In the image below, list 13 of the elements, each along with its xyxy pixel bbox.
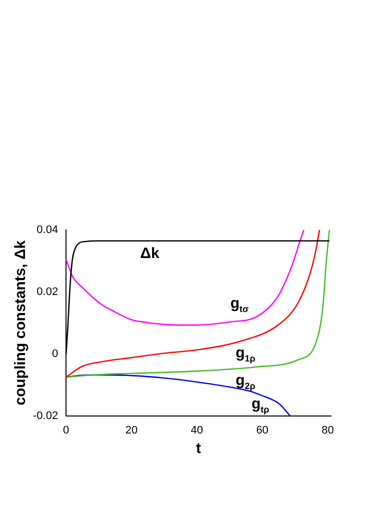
series-label: Δk bbox=[140, 244, 160, 262]
y-tick-label: 0.04 bbox=[36, 224, 58, 236]
y-tick-label: 0.02 bbox=[36, 286, 58, 298]
y-tick-label: 0 bbox=[52, 348, 58, 360]
y-axis-title: coupling constants, Δk bbox=[12, 240, 30, 406]
x-tick-label: 0 bbox=[63, 424, 70, 436]
line-series bbox=[65, 229, 305, 326]
x-axis-title: t bbox=[196, 440, 202, 458]
x-tick-label: 20 bbox=[125, 424, 138, 436]
x-tick-label: 60 bbox=[256, 424, 268, 436]
y-tick-label: -0.02 bbox=[32, 410, 58, 422]
x-tick-label: 40 bbox=[190, 424, 204, 436]
x-tick-label: 80 bbox=[322, 424, 334, 436]
